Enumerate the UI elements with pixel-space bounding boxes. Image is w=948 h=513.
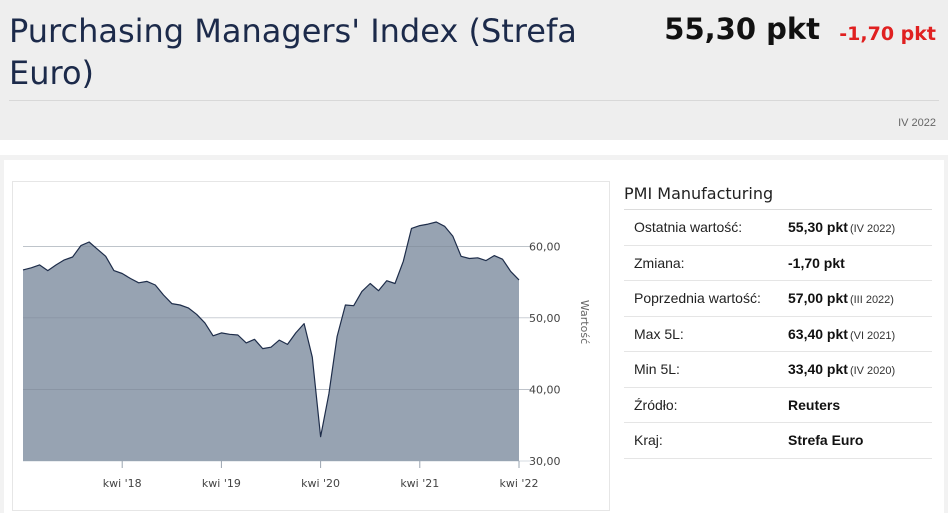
info-row: Kraj: Strefa Euro <box>624 423 932 459</box>
info-row-value-text: -1,70 pkt <box>788 254 845 271</box>
y-axis-title: Wartość <box>578 300 591 344</box>
x-tick-label: kwi '20 <box>301 477 340 490</box>
period-label: IV 2022 <box>898 117 936 129</box>
series-line <box>22 221 520 438</box>
info-row: Źródło: Reuters <box>624 388 932 423</box>
x-tick-label: kwi '18 <box>103 477 142 490</box>
y-tick-label: 40,00 <box>529 383 561 396</box>
info-row: Min 5L: 33,40 pkt (IV 2020) <box>624 352 932 388</box>
series-area <box>23 222 519 461</box>
info-row-value: 55,30 pkt (IV 2022) <box>788 219 895 235</box>
y-tick-label: 30,00 <box>529 455 561 468</box>
info-row-label: Poprzednia wartość: <box>634 290 761 306</box>
x-tick-label: kwi '19 <box>202 477 241 490</box>
info-row-value: Reuters <box>788 397 840 413</box>
y-tick-label: 60,00 <box>529 240 561 253</box>
y-tick-label: 50,00 <box>529 312 561 325</box>
page-title: Purchasing Managers' Index (Strefa Euro) <box>9 12 577 92</box>
info-row: Ostatnia wartość: 55,30 pkt (IV 2022) <box>624 210 932 246</box>
info-row-value: 57,00 pkt (III 2022) <box>788 290 894 306</box>
info-row-value: Strefa Euro <box>788 432 863 448</box>
info-row-label: Źródło: <box>634 396 678 413</box>
pmi-area-chart: 30,00 40,00 50,00 60,00 Wartość kwi '18 kwi '1… <box>22 221 591 490</box>
info-rows: Ostatnia wartość: 55,30 pkt (IV 2022) Zmian… <box>624 210 932 459</box>
info-row-value: 63,40 pkt (VI 2021) <box>788 326 895 342</box>
info-row-value-text: Reuters <box>788 396 841 413</box>
x-tick-label: kwi '21 <box>400 477 439 490</box>
info-row-label: Ostatnia wartość: <box>634 219 743 235</box>
info-row: Poprzednia wartość: 57,00 pkt (III 2022) <box>624 281 932 317</box>
value-change: -1,70 pkt <box>839 23 936 45</box>
info-row-value-text: 55,30 pkt <box>788 219 848 235</box>
info-row-date: (VI 2021) <box>849 329 896 342</box>
info-row: Zmiana: -1,70 pkt <box>624 246 932 281</box>
info-row-label: Kraj: <box>634 432 663 448</box>
info-row-value-text: 33,40 pkt <box>788 361 848 377</box>
info-row-label: Max 5L: <box>634 325 684 342</box>
info-row-value: -1,70 pkt <box>788 255 845 271</box>
header-divider <box>9 100 939 101</box>
current-value: 55,30 pkt <box>664 12 820 46</box>
info-row-date: (IV 2020) <box>849 365 896 377</box>
info-table: PMI Manufacturing Ostatnia wartość: 55,30… <box>624 180 932 459</box>
x-tick-label: kwi '22 <box>500 477 539 490</box>
info-row-label: Zmiana: <box>634 254 685 271</box>
chart-container: 30,00 40,00 50,00 60,00 Wartość kwi '18 kwi '1… <box>12 181 610 511</box>
info-row: Max 5L: 63,40 pkt (VI 2021) <box>624 317 932 352</box>
info-row-value: 33,40 pkt (IV 2020) <box>788 361 895 377</box>
info-title: PMI Manufacturing <box>624 180 932 210</box>
info-row-value-text: 63,40 pkt <box>788 325 848 342</box>
info-row-value-text: Strefa Euro <box>788 432 864 448</box>
info-row-date: (IV 2022) <box>849 223 896 235</box>
info-row-date: (III 2022) <box>849 294 894 306</box>
info-row-label: Min 5L: <box>634 361 680 377</box>
info-row-value-text: 57,00 pkt <box>788 290 848 306</box>
header-panel: Purchasing Managers' Index (Strefa Euro)… <box>0 0 948 140</box>
